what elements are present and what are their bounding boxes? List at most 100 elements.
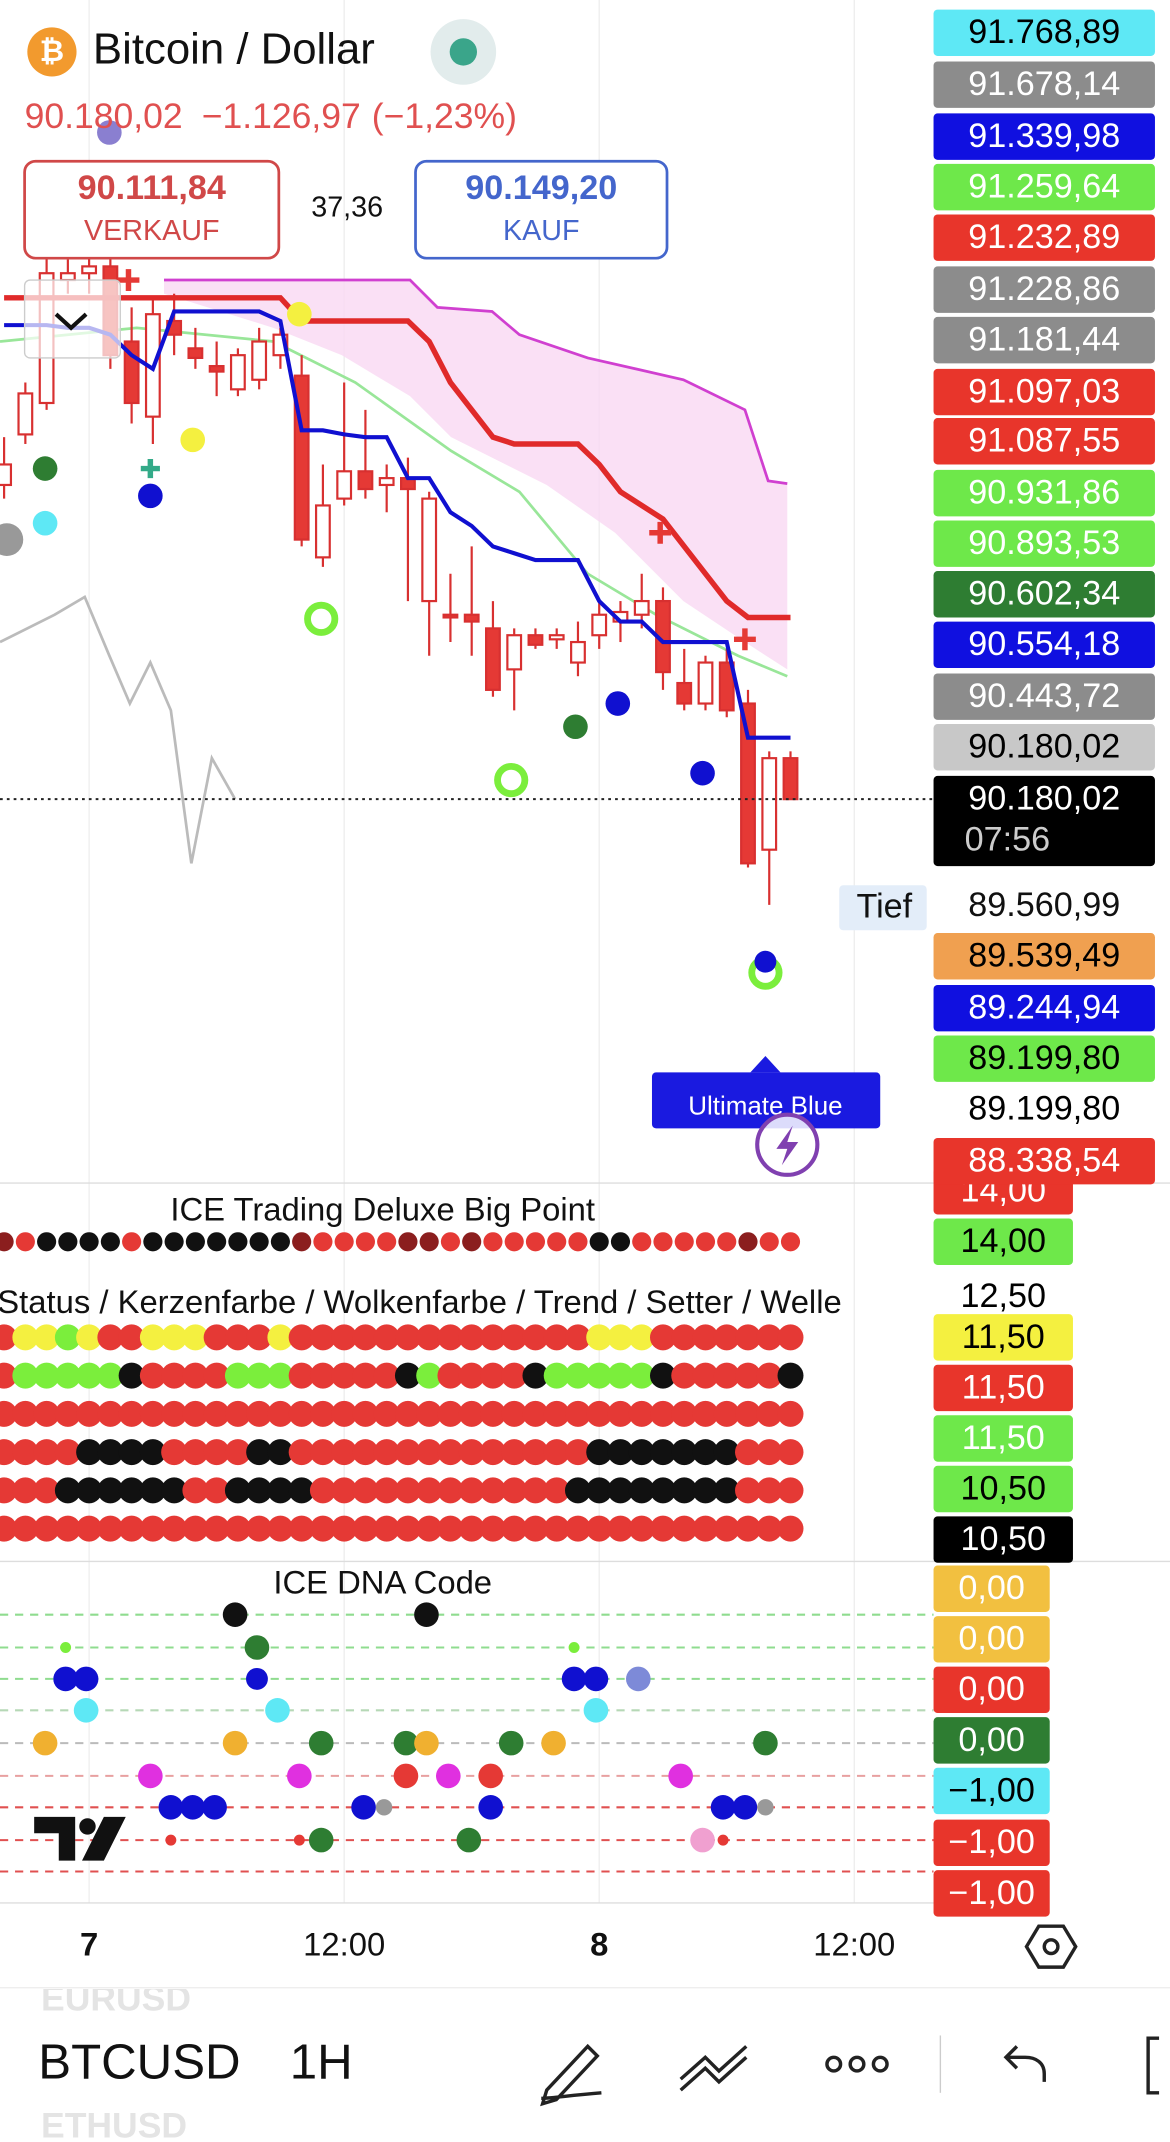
price-label: 88.338,54 [968,1142,1120,1180]
signal-dot [735,1515,761,1542]
tooltip[interactable]: Ultimate Blue [651,1055,881,1129]
signal-dot [628,1515,655,1542]
signal-dot [224,1324,251,1351]
next-symbol[interactable]: ETHUSD [41,2106,187,2142]
candle-body [782,757,799,801]
price-label-bg [933,1035,1155,1082]
signal-dot [161,1439,188,1466]
signal-dot [288,1400,315,1427]
indicator-line [4,309,791,740]
panel-title: ICE Trading Deluxe Big Point [170,1190,595,1227]
signal-dot [246,1324,273,1351]
candle-body [251,340,268,381]
collapse-button[interactable] [23,279,121,359]
dna-marker [478,1763,503,1789]
signal-dot [756,1362,783,1389]
candle-body [591,613,608,637]
dna-marker [222,1730,248,1756]
signal-dot [309,1324,336,1351]
signal-dot [0,1232,14,1252]
price-label: 0,00 [958,1721,1025,1759]
buy-button[interactable]: 90.149,20 KAUF [414,159,669,260]
signal-dot [671,1515,698,1542]
price-label-bg [933,1364,1073,1412]
trend-tool[interactable] [679,2045,748,2092]
signal-dot [97,1362,124,1389]
signal-dot [309,1515,336,1542]
price-label: −1,00 [948,1823,1034,1861]
signal-dot [352,1362,379,1389]
fullscreen-button[interactable] [1146,2036,1160,2095]
signal-dot [54,1362,81,1389]
signal-dot [76,1439,103,1466]
signal-dot [756,1400,783,1427]
signal-dot [462,1232,482,1252]
signal-dot [76,1515,103,1542]
signal-dot [713,1324,740,1351]
signal-dot [54,1439,81,1466]
draw-tool[interactable] [540,2043,602,2107]
prev-symbol[interactable]: EURUSD [41,1979,191,2019]
signal-dot [161,1515,188,1542]
signal-dot [331,1400,358,1427]
signal-dot [649,1515,676,1542]
signal-dot [607,1439,634,1466]
price-label-bg [933,1870,1050,1917]
signal-dot [713,1439,740,1466]
interval[interactable]: 1H [290,2035,353,2090]
signal-dot [522,1515,549,1542]
signal-dot [437,1477,464,1504]
signal-dot [288,1324,315,1351]
more-button[interactable] [825,2055,889,2073]
signal-dot [76,1362,103,1389]
signal-dot [610,1232,631,1252]
price-label-bg [933,163,1155,211]
signal-dot [398,1232,418,1252]
symbol[interactable]: BTCUSD [38,2035,240,2090]
price-label: −1,00 [948,1874,1034,1912]
dna-marker [753,1730,778,1756]
signal-dot [309,1477,336,1504]
alert-icon[interactable] [755,1112,820,1177]
sell-button[interactable]: 90.111,84 VERKAUF [23,159,281,260]
signal-dot [692,1477,719,1504]
price-label-bg [933,621,1155,669]
signal-dot [182,1324,209,1351]
price-label-bg [933,1767,1050,1815]
signal-dot [777,1477,804,1504]
low-label: Tief [856,887,912,925]
signal-dot [671,1439,698,1466]
candle-body [421,497,438,603]
signal-dot [394,1400,421,1427]
signal-dot [118,1477,145,1504]
settings-icon[interactable] [1024,1924,1078,1969]
signal-dot [352,1400,379,1427]
signal-dot [547,1232,567,1252]
signal-dot [0,1400,18,1427]
signal-dot [522,1400,549,1427]
signals [0,120,783,990]
signal-dot [479,1515,506,1542]
price-label: 91.087,55 [968,422,1120,460]
signal-dot [203,1324,230,1351]
signal-dot [143,1232,163,1252]
signal-dot [437,1439,464,1466]
signal-dot [713,1362,740,1389]
signal-dot [139,1477,166,1504]
price-label-bg [933,1666,1050,1714]
signal-dot [735,1477,761,1504]
signal-dot [207,1232,227,1252]
price-label-bg [933,9,1155,57]
signal-dot [564,1324,591,1351]
x-tick-label: 7 [80,1925,98,1962]
signal-dot [437,1324,464,1351]
price-label-bg [933,113,1155,160]
signal-dot [777,1400,804,1427]
signal-dot [352,1439,379,1466]
undo-button[interactable] [1003,2045,1046,2082]
signal-dot [522,1439,549,1466]
candle-body [0,463,13,487]
price-label: 91.678,14 [968,65,1120,103]
signal-dot [0,1324,18,1351]
